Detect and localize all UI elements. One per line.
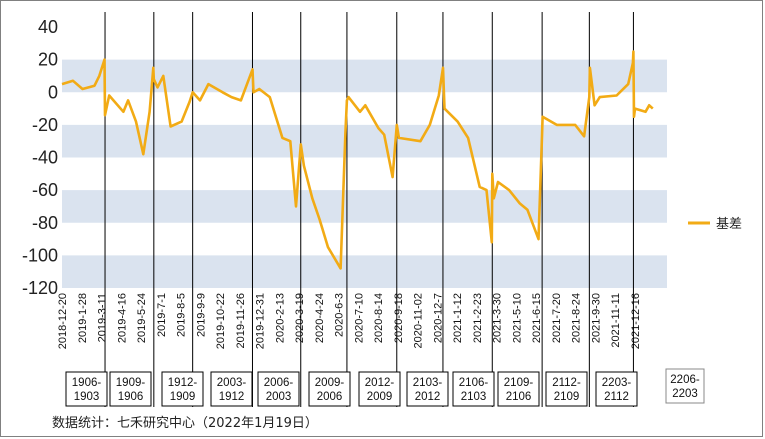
- contract-box-label: 2106: [506, 391, 532, 403]
- contract-box-label: 2003-: [217, 377, 247, 389]
- y-tick-label: -40: [32, 148, 58, 168]
- x-tick-label: 2021-8-24: [571, 293, 583, 343]
- contract-box: [161, 371, 204, 407]
- contract-box-label: 1906: [118, 391, 144, 403]
- contract-box-label: 2006: [317, 391, 343, 403]
- x-tick-label: 2019-12-31: [255, 293, 267, 349]
- contract-box-label: 2003: [266, 391, 292, 403]
- x-tick-label: 2020-2-13: [274, 293, 286, 343]
- x-tick-label: 2019-8-5: [176, 293, 188, 337]
- contract-box-label: 2112-: [552, 377, 581, 389]
- x-tick-label: 2021-12-16: [630, 293, 642, 349]
- contract-box-label: 2109: [554, 391, 580, 403]
- contract-box-label: 2006-: [264, 377, 294, 389]
- contract-box: [358, 371, 401, 407]
- x-tick-label: 2019-3-11: [97, 293, 109, 342]
- x-tick-label: 2020-11-02: [413, 293, 425, 348]
- x-tick-label: 2021-7-20: [551, 293, 563, 343]
- contract-box-label: 1912: [219, 391, 245, 403]
- x-tick-label: 2020-9-18: [393, 293, 405, 343]
- x-tick-label: 2019-1-28: [77, 293, 89, 343]
- source-note: 数据统计：七禾研究中心（2022年1月19日）: [52, 416, 318, 431]
- contract-box: [257, 371, 300, 407]
- contract-box: [308, 371, 351, 407]
- x-tick-label: 2020-4-24: [314, 293, 326, 343]
- x-tick-label: 2020-12-7: [432, 293, 444, 343]
- y-tick-label: -100: [22, 245, 58, 265]
- contract-box: [452, 371, 495, 407]
- y-tick-label: 40: [38, 17, 58, 37]
- grid-band-3: [62, 255, 667, 288]
- contract-box-label: 2009: [367, 391, 393, 403]
- contract-box: [595, 371, 638, 407]
- x-tick-label: 2020-8-14: [373, 293, 385, 343]
- contract-box-label: 2012-: [365, 377, 395, 389]
- x-tick-label: 2021-11-11: [610, 293, 622, 348]
- contract-box-label: 1909-: [116, 377, 146, 389]
- contract-box-label: 1912-: [168, 377, 198, 389]
- contract-box-label: 2009-: [315, 377, 345, 389]
- y-tick-label: 20: [38, 50, 58, 70]
- y-tick-label: -60: [32, 180, 58, 200]
- contract-box-label: 1903: [74, 391, 100, 403]
- contract-box-label: 2103: [461, 391, 487, 403]
- x-tick-label: 2019-7-1: [156, 293, 168, 337]
- x-tick-label: 2019-11-26: [235, 293, 247, 348]
- contract-box: [497, 371, 540, 407]
- contract-box: [406, 371, 449, 407]
- grid-band-1: [62, 124, 667, 158]
- x-tick-label: 2018-12-20: [57, 293, 69, 349]
- contract-box: [210, 371, 253, 407]
- y-tick-label: -120: [22, 278, 58, 298]
- x-tick-label: 2020-6-3: [334, 293, 346, 337]
- y-tick-label: -20: [32, 115, 58, 135]
- x-tick-label: 2019-4-16: [116, 293, 128, 343]
- contract-box-label: 2203: [672, 388, 698, 400]
- contract-box-label: 2012: [415, 391, 441, 403]
- y-tick-label: 0: [48, 82, 58, 102]
- grid-band-2: [62, 190, 667, 223]
- x-tick-label: 2020-7-10: [353, 293, 365, 343]
- x-tick-label: 2021-9-30: [590, 293, 602, 343]
- x-tick-label: 2021-2-23: [472, 293, 484, 343]
- x-tick-label: 2021-1-12: [452, 293, 464, 343]
- legend-label: 基差: [716, 217, 742, 232]
- contract-box-label: 1909: [170, 391, 196, 403]
- x-tick-label: 2021-3-30: [492, 293, 504, 343]
- contract-box-label: 2203-: [602, 377, 632, 389]
- contract-box-label: 2206-: [670, 374, 700, 386]
- contract-box-label: 1906-: [72, 377, 102, 389]
- series-line-basis: [61, 50, 654, 270]
- contract-box: [665, 368, 705, 404]
- y-tick-label: -80: [32, 213, 58, 233]
- x-tick-label: 2019-9-9: [195, 293, 207, 337]
- contract-box: [109, 371, 152, 407]
- contract-box: [65, 371, 108, 407]
- contract-box-label: 2106-: [459, 377, 489, 389]
- x-tick-label: 2021-5-10: [511, 293, 523, 343]
- x-tick-label: 2019-10-22: [215, 293, 227, 349]
- contract-box: [545, 371, 588, 407]
- x-tick-label: 2020-3-19: [294, 293, 306, 343]
- x-tick-label: 2021-6-15: [531, 293, 543, 343]
- x-tick-label: 2019-5-24: [136, 293, 148, 343]
- contract-box-label: 2109-: [504, 377, 534, 389]
- contract-box-label: 2103-: [413, 377, 443, 389]
- contract-box-label: 2112: [604, 391, 629, 403]
